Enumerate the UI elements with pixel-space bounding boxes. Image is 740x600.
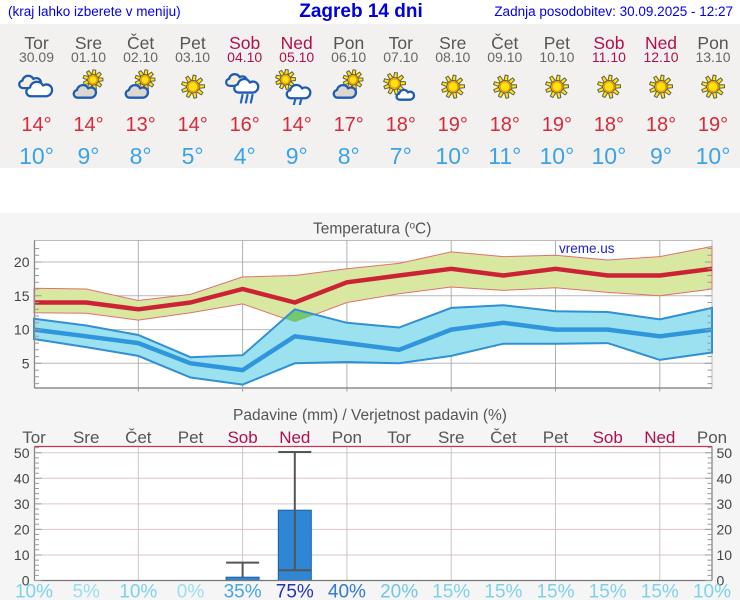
svg-text:15%: 15% — [432, 582, 470, 600]
svg-text:Tor: Tor — [22, 428, 46, 447]
svg-text:0%: 0% — [177, 582, 205, 600]
svg-text:Pet: Pet — [543, 428, 569, 447]
svg-text:30: 30 — [717, 496, 733, 512]
svg-text:40: 40 — [14, 470, 30, 486]
svg-text:35%: 35% — [224, 582, 262, 600]
svg-text:50: 50 — [717, 445, 733, 461]
svg-text:Temperatura (oC): Temperatura (oC) — [313, 220, 431, 237]
svg-text:10: 10 — [14, 547, 30, 563]
svg-text:Čet: Čet — [490, 428, 517, 447]
svg-text:20: 20 — [14, 254, 30, 270]
svg-text:Sob: Sob — [227, 428, 257, 447]
svg-text:Tor: Tor — [387, 428, 411, 447]
svg-text:20: 20 — [14, 521, 30, 537]
svg-text:10: 10 — [717, 547, 733, 563]
svg-text:40: 40 — [717, 470, 733, 486]
svg-text:Sob: Sob — [593, 428, 623, 447]
svg-text:20%: 20% — [380, 582, 418, 600]
svg-text:10: 10 — [14, 322, 30, 338]
svg-text:15%: 15% — [589, 582, 627, 600]
svg-text:15%: 15% — [484, 582, 522, 600]
svg-text:Čet: Čet — [125, 428, 152, 447]
svg-text:Sre: Sre — [73, 428, 99, 447]
svg-text:10%: 10% — [693, 582, 731, 600]
svg-text:10%: 10% — [15, 582, 53, 600]
svg-text:Ned: Ned — [279, 428, 310, 447]
svg-text:Padavine (mm) / Verjetnost pad: Padavine (mm) / Verjetnost padavin (%) — [233, 407, 507, 424]
svg-text:0: 0 — [717, 573, 725, 589]
svg-text:Pon: Pon — [697, 428, 727, 447]
svg-text:40%: 40% — [328, 582, 366, 600]
svg-text:20: 20 — [717, 521, 733, 537]
svg-text:15%: 15% — [536, 582, 574, 600]
svg-text:Pet: Pet — [178, 428, 204, 447]
svg-text:50: 50 — [14, 445, 30, 461]
svg-text:10%: 10% — [119, 582, 157, 600]
svg-text:Pon: Pon — [332, 428, 362, 447]
svg-text:vreme.us: vreme.us — [559, 241, 615, 256]
svg-text:30: 30 — [14, 496, 30, 512]
svg-text:Ned: Ned — [644, 428, 675, 447]
svg-text:15%: 15% — [641, 582, 679, 600]
svg-text:Sre: Sre — [438, 428, 464, 447]
svg-text:75%: 75% — [276, 582, 314, 600]
svg-text:5%: 5% — [72, 582, 100, 600]
svg-text:5: 5 — [22, 355, 30, 371]
svg-text:0: 0 — [22, 573, 30, 589]
svg-text:15: 15 — [14, 288, 30, 304]
